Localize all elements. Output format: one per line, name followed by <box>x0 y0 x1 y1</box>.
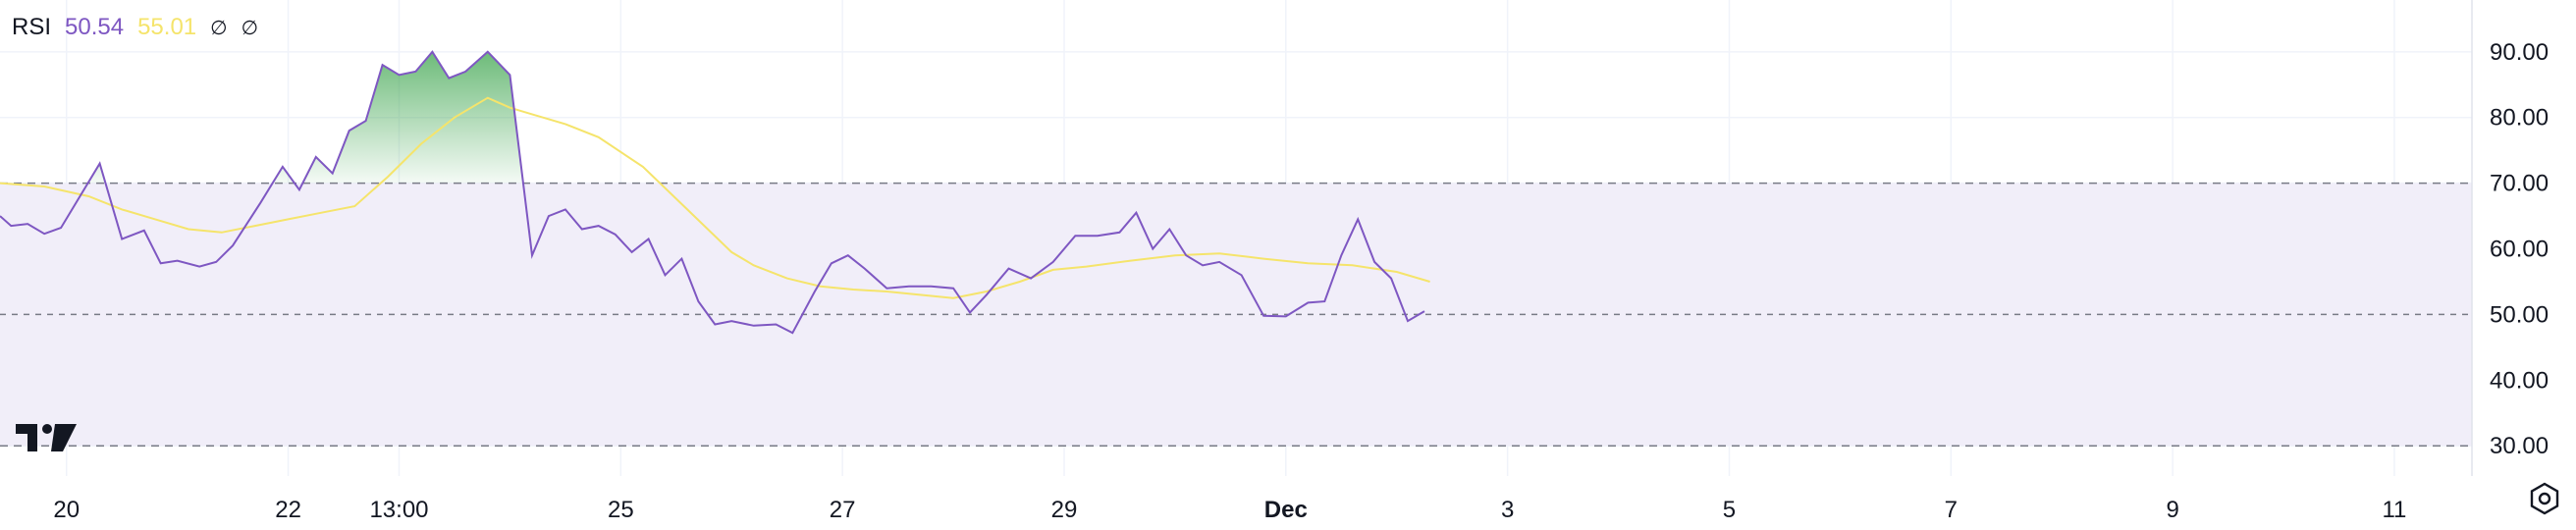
y-tick-label: 70.00 <box>2490 171 2549 197</box>
empty-set-icon[interactable]: ∅ <box>241 17 258 39</box>
y-tick-label: 50.00 <box>2490 301 2549 328</box>
tradingview-logo-icon[interactable] <box>16 420 77 453</box>
x-axis-ticks: 20 22 13:00 25 27 29 Dec 3 5 7 9 11 <box>53 497 2406 523</box>
y-tick-label: 60.00 <box>2490 237 2549 263</box>
x-tick-label: 13:00 <box>369 497 428 523</box>
x-tick-label: 25 <box>608 497 634 523</box>
settings-icon[interactable] <box>2527 481 2562 516</box>
rsi-value: 50.54 <box>65 14 125 40</box>
y-tick-label: 80.00 <box>2490 105 2549 132</box>
rsi-series-line <box>0 50 1425 335</box>
y-tick-label: 30.00 <box>2490 433 2549 459</box>
x-tick-label: 9 <box>2166 497 2178 523</box>
ma-value: 55.01 <box>137 14 197 40</box>
y-tick-label: 90.00 <box>2490 39 2549 66</box>
x-tick-label: 20 <box>53 497 80 523</box>
x-tick-label: 29 <box>1051 497 1078 523</box>
y-tick-label: 40.00 <box>2490 367 2549 394</box>
x-tick-label: 27 <box>830 497 856 523</box>
x-tick-label: 7 <box>1945 497 1958 523</box>
x-tick-label: 5 <box>1723 497 1736 523</box>
rsi-band-fill <box>0 183 2472 447</box>
x-tick-label: 22 <box>275 497 301 523</box>
x-tick-label: 3 <box>1501 497 1514 523</box>
y-axis-ticks: 90.00 80.00 70.00 60.00 50.00 40.00 30.00 <box>2490 39 2549 459</box>
x-tick-label: 11 <box>2382 497 2406 523</box>
indicator-name[interactable]: RSI <box>12 14 52 40</box>
x-tick-label: Dec <box>1264 497 1308 523</box>
empty-set-icon[interactable]: ∅ <box>210 17 228 39</box>
legend: RSI 50.54 55.01 ∅ ∅ <box>12 14 258 41</box>
